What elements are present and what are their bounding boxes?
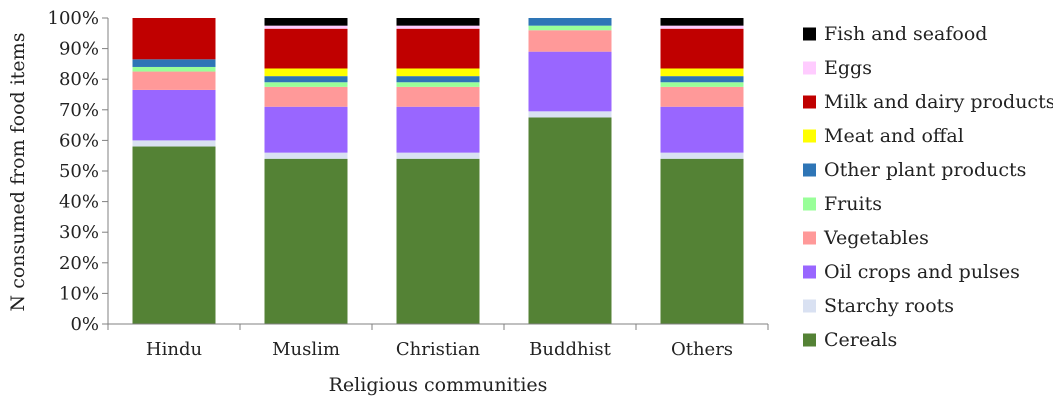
bar-segment-muslim-cereals: [264, 158, 348, 324]
bar-segment-christian-vegetables: [396, 86, 480, 107]
x-tick-label-others: Others: [671, 339, 733, 360]
y-tick-label: 70%: [59, 100, 99, 121]
legend-swatch-eggs: [803, 61, 816, 75]
bar-segment-buddhist-oil-crops-and-pulses: [528, 51, 612, 112]
legend-label-eggs: Eggs: [824, 57, 872, 79]
legend-label-fruits: Fruits: [824, 193, 882, 215]
legend-swatch-oil-crops-and-pulses: [803, 265, 816, 279]
bar-segment-buddhist-vegetables: [528, 30, 612, 52]
axes-layer: 0% 10% 20% 30% 40% 50% 60% 70% 80% 90% 100% Hindu Mu…: [48, 8, 769, 360]
y-tick-label: 30%: [59, 222, 99, 243]
bar-segment-muslim-milk-and-dairy-products: [264, 28, 348, 69]
bar-segment-others-vegetables: [660, 86, 744, 107]
legend-swatch-cereals: [803, 333, 816, 347]
legend-label-starchy-roots: Starchy roots: [824, 295, 954, 317]
legend-label-other-plant-products: Other plant products: [824, 159, 1026, 181]
bar-segment-christian-cereals: [396, 158, 480, 324]
bar-segment-muslim-other-plant-products: [264, 76, 348, 83]
legend-label-fish-and-seafood: Fish and seafood: [824, 23, 987, 45]
legend: Fish and seafood Eggs Milk and dairy produ…: [803, 23, 1053, 351]
bar-segment-others-cereals: [660, 158, 744, 324]
bar-segment-buddhist-cereals: [528, 117, 612, 324]
bar-segment-christian-meat-and-offal: [396, 68, 480, 77]
x-tick-label-hindu: Hindu: [146, 339, 202, 360]
legend-label-cereals: Cereals: [824, 329, 897, 351]
legend-label-oil-crops-and-pulses: Oil crops and pulses: [824, 261, 1020, 283]
bar-segment-others-other-plant-products: [660, 76, 744, 83]
bar-segment-hindu-oil-crops-and-pulses: [132, 89, 216, 141]
legend-swatch-fruits: [803, 197, 816, 211]
bar-segment-muslim-vegetables: [264, 86, 348, 107]
bar-segment-christian-eggs: [396, 25, 480, 29]
bar-segment-others-starchy-roots: [660, 152, 744, 159]
bar-segment-others-oil-crops-and-pulses: [660, 106, 744, 153]
y-tick-label: 90%: [59, 39, 99, 60]
bar-segment-buddhist-fruits: [528, 25, 612, 31]
x-tick-label-christian: Christian: [396, 339, 481, 360]
legend-swatch-fish-and-seafood: [803, 27, 816, 41]
bar-segment-buddhist-starchy-roots: [528, 111, 612, 118]
y-tick-label: 60%: [59, 130, 99, 151]
bar-segment-christian-starchy-roots: [396, 152, 480, 159]
bar-segment-others-fruits: [660, 82, 744, 87]
bar-segment-muslim-eggs: [264, 25, 348, 29]
bar-segment-muslim-starchy-roots: [264, 152, 348, 159]
bar-segment-christian-milk-and-dairy-products: [396, 28, 480, 69]
bar-segment-muslim-fruits: [264, 82, 348, 87]
bar-segment-hindu-fruits: [132, 66, 216, 72]
bar-segment-muslim-oil-crops-and-pulses: [264, 106, 348, 153]
bar-segment-others-milk-and-dairy-products: [660, 28, 744, 69]
y-tick-label: 40%: [59, 192, 99, 213]
bar-segment-christian-oil-crops-and-pulses: [396, 106, 480, 153]
bar-segment-buddhist-other-plant-products: [528, 18, 612, 26]
x-axis-title: Religious communities: [329, 374, 548, 396]
y-tick-label: 0%: [70, 314, 99, 335]
legend-swatch-meat-and-offal: [803, 129, 816, 143]
bar-segment-hindu-vegetables: [132, 71, 216, 90]
bar-segment-others-eggs: [660, 25, 744, 29]
bar-segment-others-meat-and-offal: [660, 68, 744, 77]
legend-label-meat-and-offal: Meat and offal: [824, 125, 964, 147]
bar-segment-muslim-fish-and-seafood: [264, 18, 348, 26]
bar-segment-hindu-milk-and-dairy-products: [132, 18, 216, 60]
x-tick-label-muslim: Muslim: [272, 339, 340, 360]
y-tick-label: 10%: [59, 283, 99, 304]
bars-layer: [132, 18, 744, 324]
y-tick-label: 80%: [59, 69, 99, 90]
bar-segment-hindu-other-plant-products: [132, 59, 216, 67]
y-axis-title: N consumed from food items: [7, 33, 29, 312]
legend-swatch-other-plant-products: [803, 163, 816, 177]
legend-label-milk-and-dairy-products: Milk and dairy products: [824, 91, 1053, 113]
legend-label-vegetables: Vegetables: [823, 227, 929, 249]
legend-swatch-milk-and-dairy-products: [803, 95, 816, 109]
bar-segment-christian-fish-and-seafood: [396, 18, 480, 26]
y-tick-label: 20%: [59, 253, 99, 274]
legend-swatch-vegetables: [803, 231, 816, 245]
bar-segment-hindu-starchy-roots: [132, 140, 216, 147]
y-tick-label: 100%: [48, 8, 99, 29]
y-tick-label: 50%: [59, 161, 99, 182]
bar-segment-others-fish-and-seafood: [660, 18, 744, 26]
x-tick-label-buddhist: Buddhist: [529, 339, 611, 360]
bar-segment-christian-other-plant-products: [396, 76, 480, 83]
bar-segment-hindu-cereals: [132, 146, 216, 324]
legend-swatch-starchy-roots: [803, 299, 816, 313]
bar-segment-muslim-meat-and-offal: [264, 68, 348, 77]
bar-segment-christian-fruits: [396, 82, 480, 87]
